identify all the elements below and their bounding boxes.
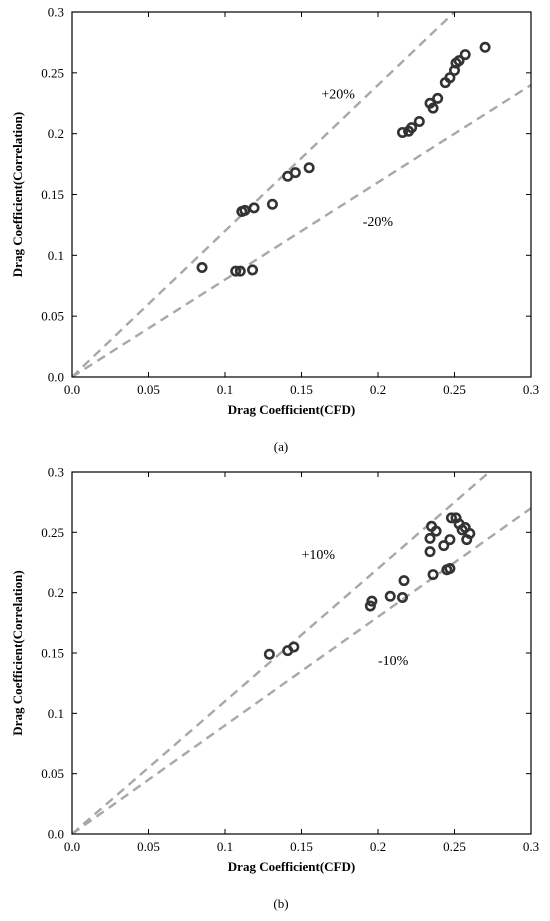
y-tick-label: 0.3 (48, 5, 64, 20)
data-point (266, 198, 278, 210)
reference-line-upper (72, 12, 456, 377)
y-tick-label: 0.1 (48, 248, 64, 263)
data-point (289, 167, 301, 179)
data-point (424, 546, 436, 558)
y-axis-title: Drag Coefficient(Correlation) (10, 112, 25, 277)
data-point (364, 600, 376, 612)
data-point (432, 92, 444, 104)
reference-line-label: +20% (321, 87, 355, 102)
data-point (263, 648, 275, 660)
reference-line-lower (72, 507, 531, 834)
reference-line-upper (72, 472, 491, 834)
data-point (396, 591, 408, 603)
data-point (247, 264, 259, 276)
y-tick-label: 0.25 (41, 525, 64, 540)
data-point (239, 204, 251, 216)
y-tick-label: 0.25 (41, 65, 64, 80)
x-tick-label: 0.1 (217, 382, 233, 397)
data-point (444, 534, 456, 546)
data-point (479, 41, 491, 53)
scatter-plot-a: +20% -20% 0.0 0.05 0.1 0.15 0.2 0.25 0.3 0.0 0.05 0… (10, 5, 539, 455)
y-tick-label: 0.0 (48, 827, 64, 842)
y-tick-label: 0.2 (48, 126, 64, 141)
data-point (398, 575, 410, 587)
reference-line-label: +10% (302, 548, 336, 563)
x-tick-label: 0.3 (523, 839, 539, 854)
reference-line-label: -10% (378, 654, 409, 669)
data-point (445, 512, 457, 524)
data-point (459, 49, 471, 61)
reference-line-lower (72, 83, 531, 377)
data-point (196, 261, 208, 273)
x-tick-label: 0.25 (443, 839, 466, 854)
reference-line-label: -20% (363, 215, 394, 230)
data-point (303, 162, 315, 174)
data-point (444, 563, 456, 575)
data-point (384, 590, 396, 602)
data-point (248, 202, 260, 214)
y-tick-label: 0.3 (48, 465, 64, 480)
x-tick-label: 0.15 (290, 839, 313, 854)
x-axis-title: Drag Coefficient(CFD) (228, 402, 355, 417)
data-point (413, 116, 425, 128)
y-tick-label: 0.15 (41, 646, 64, 661)
x-tick-label: 0.05 (137, 839, 160, 854)
data-point (406, 122, 418, 134)
figure-caption: (b) (273, 896, 288, 911)
y-tick-label: 0.05 (41, 766, 64, 781)
chart-panel-a: +20% -20% 0.0 0.05 0.1 0.15 0.2 0.25 0.3 0.0 0.05 0… (0, 0, 550, 460)
x-tick-label: 0.3 (523, 382, 539, 397)
x-tick-label: 0.05 (137, 382, 160, 397)
y-tick-label: 0.05 (41, 309, 64, 324)
data-point (366, 595, 378, 607)
chart-panel-b: +10% -10% 0.0 0.05 0.1 0.15 0.2 0.25 0.3 0.0 0.05 0… (0, 460, 550, 921)
y-tick-label: 0.15 (41, 187, 64, 202)
x-tick-label: 0.2 (370, 382, 386, 397)
x-tick-label: 0.0 (64, 382, 80, 397)
plot-frame (71, 11, 532, 378)
y-tick-label: 0.2 (48, 585, 64, 600)
data-point (438, 540, 450, 552)
scatter-plot-b: +10% -10% 0.0 0.05 0.1 0.15 0.2 0.25 0.3 0.0 0.05 0… (10, 465, 539, 912)
y-axis-title: Drag Coefficient(Correlation) (10, 570, 25, 735)
x-tick-label: 0.0 (64, 839, 80, 854)
data-point (288, 641, 300, 653)
data-point (427, 569, 439, 581)
x-tick-label: 0.1 (217, 839, 233, 854)
x-tick-label: 0.15 (290, 382, 313, 397)
data-point (396, 126, 408, 138)
y-tick-label: 0.1 (48, 706, 64, 721)
y-tick-label: 0.0 (48, 370, 64, 385)
data-point (234, 265, 246, 277)
data-point (427, 102, 439, 114)
x-tick-label: 0.2 (370, 839, 386, 854)
data-point (464, 528, 476, 540)
x-tick-label: 0.25 (443, 382, 466, 397)
data-point (424, 532, 436, 544)
figure-caption: (a) (274, 439, 288, 454)
data-point (430, 525, 442, 537)
data-point (453, 55, 465, 67)
data-point (230, 265, 242, 277)
data-point (444, 72, 456, 84)
x-axis-title: Drag Coefficient(CFD) (228, 859, 355, 874)
